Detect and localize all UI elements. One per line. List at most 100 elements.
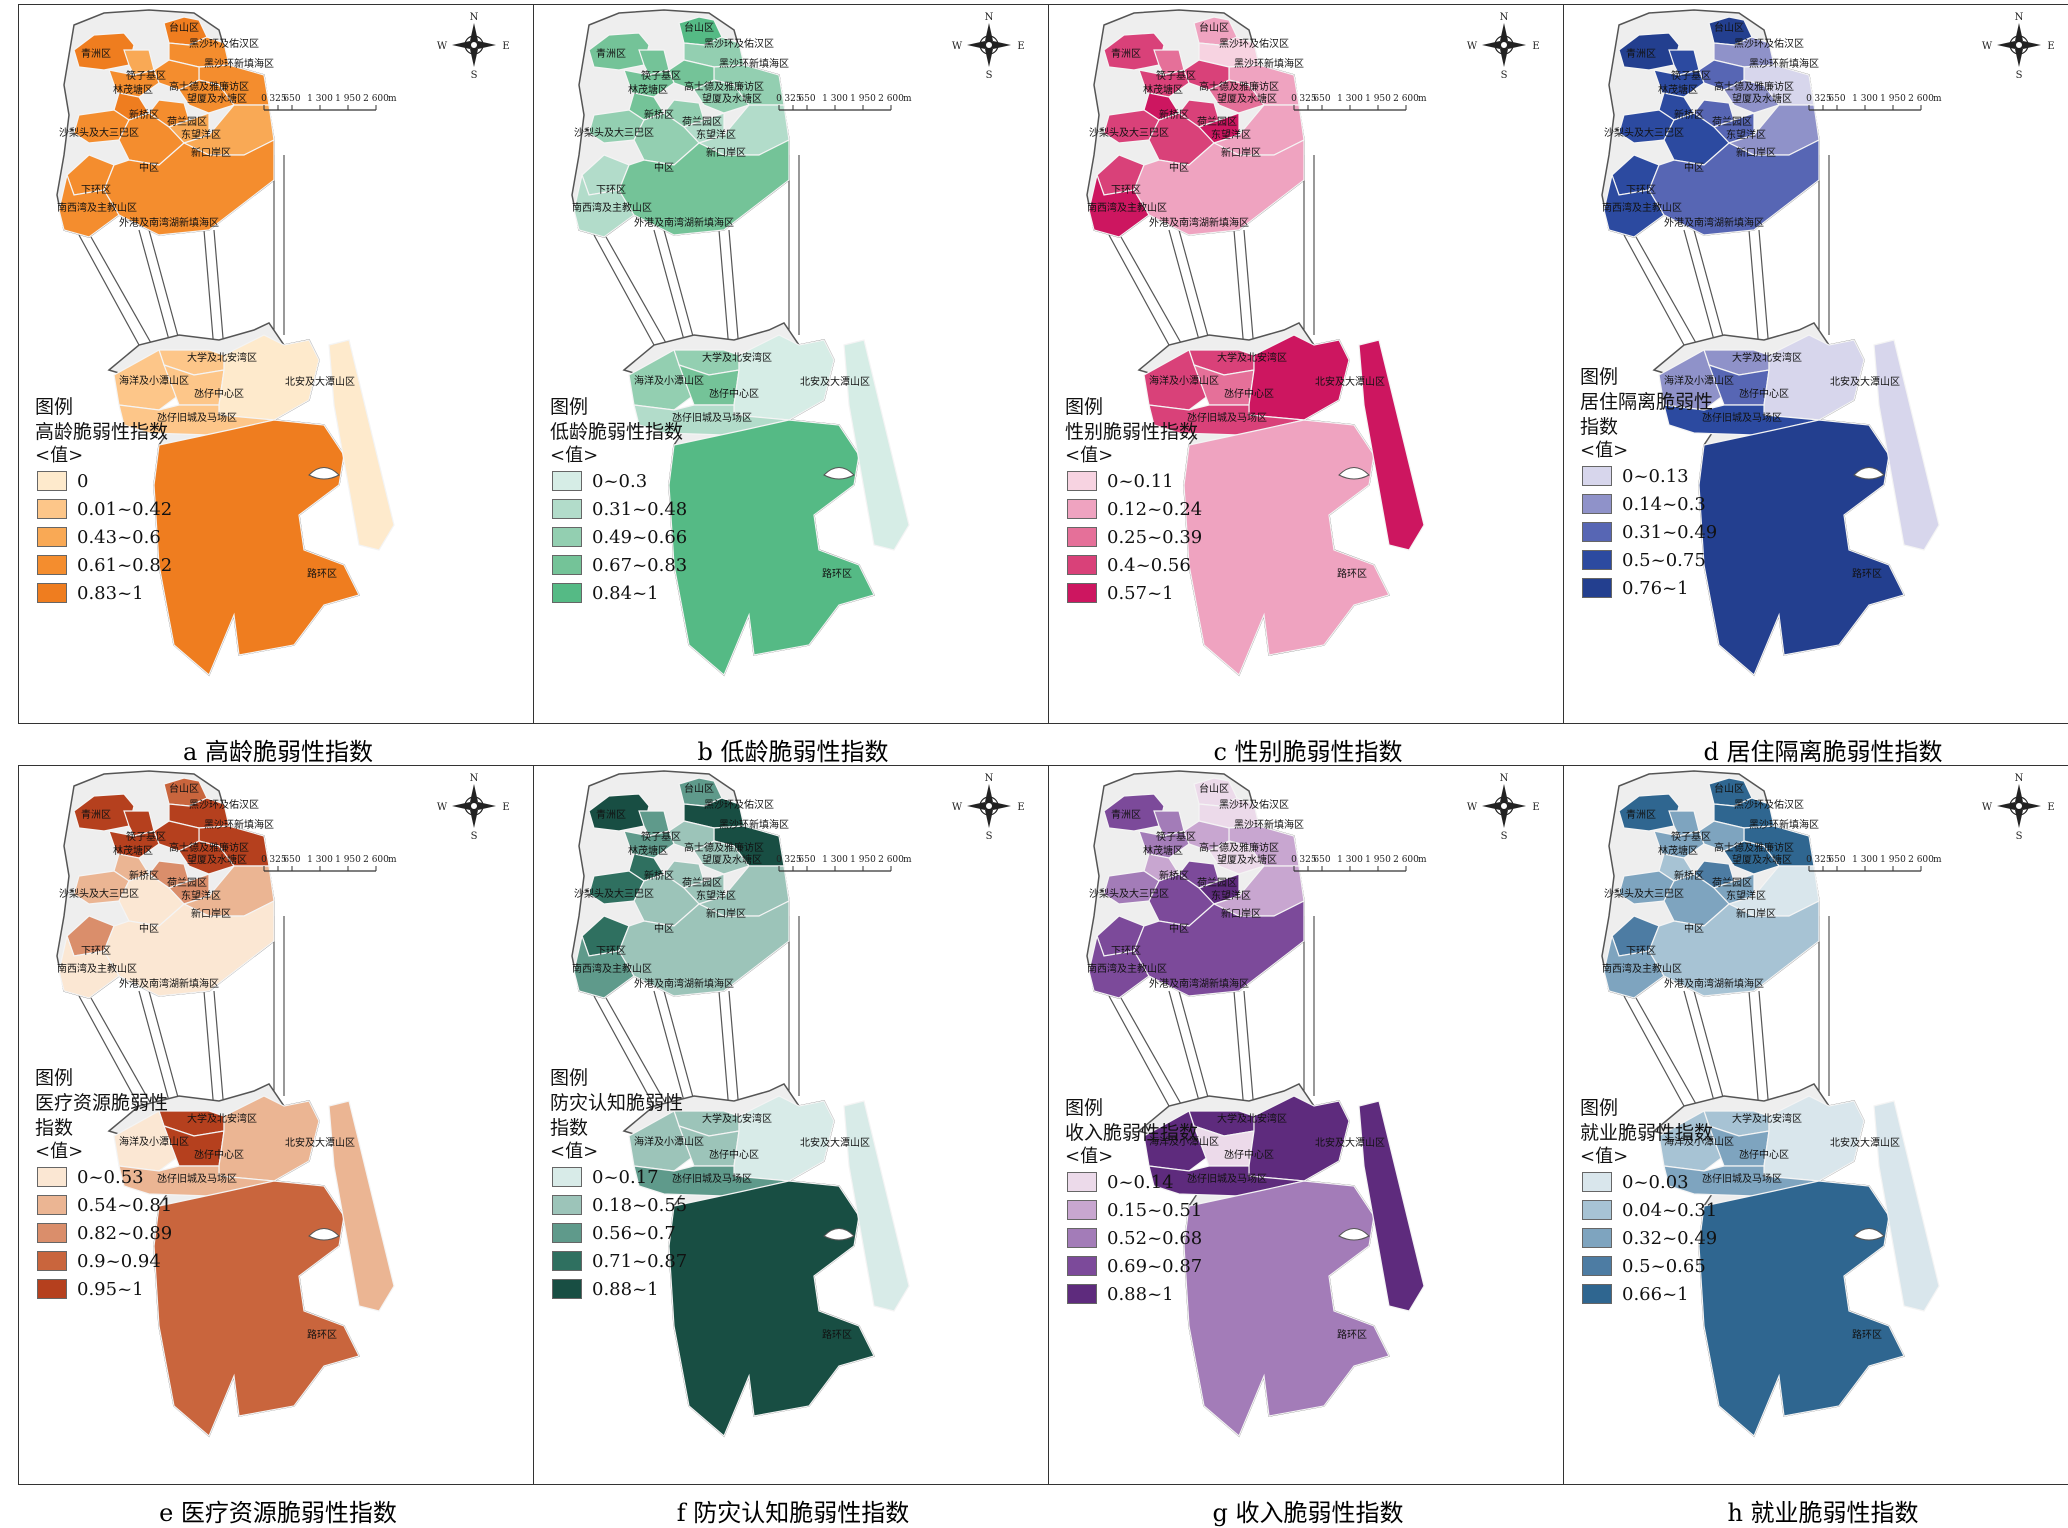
legend-swatch	[1067, 527, 1097, 547]
district-waigang	[1133, 139, 1305, 236]
compass-west: W	[1982, 41, 1993, 52]
map-panel: 台山区 青洲区 黑沙环及佑汉区 黑沙环新填海区 筷子基区 高士德及雅廉访区 林茂塘区 望厦及水…	[1563, 4, 2068, 766]
scale-tick: 1 300	[1337, 94, 1363, 104]
scale-tick: 1 300	[1852, 94, 1878, 104]
district-label-zhongqu: 中区	[654, 922, 674, 935]
district-label-haiyang: 海洋及小潭山区	[1149, 1135, 1219, 1148]
district-label-heishahuan_youhan: 黑沙环及佑汉区	[704, 37, 774, 50]
legend-item: 0.25~0.39	[1065, 523, 1255, 551]
bay	[1853, 1228, 1885, 1241]
bay	[1338, 1228, 1370, 1241]
compass-north: N	[1500, 773, 1509, 784]
scale-tick: 325	[1814, 855, 1831, 865]
district-label-heishahuan_xintian: 黑沙环新填海区	[204, 818, 274, 831]
legend-range-label: 0~0.11	[1107, 470, 1174, 492]
district-label-taishan: 台山区	[1714, 782, 1744, 795]
district-label-daxue: 大学及北安湾区	[1217, 351, 1287, 364]
bridge-line	[203, 990, 215, 1112]
district-label-linmao: 林茂塘区	[1658, 844, 1698, 857]
north-arrow-icon: N S W E	[952, 773, 1025, 842]
district-linmao	[108, 69, 160, 98]
district-label-xiahuan: 下环区	[596, 945, 626, 957]
district-label-shalitou: 沙梨头及大三巴区	[1089, 126, 1169, 139]
legend-range-label: 0~0.3	[592, 470, 648, 492]
legend-item: 0.32~0.49	[1580, 1224, 1770, 1252]
district-label-heishahuan_youhan: 黑沙环及佑汉区	[1734, 37, 1804, 50]
district-label-heishahuan_youhan: 黑沙环及佑汉区	[704, 798, 774, 811]
district-luhuan	[153, 1180, 360, 1437]
district-waigang	[103, 900, 275, 997]
legend-range-label: 0.15~0.51	[1107, 1199, 1203, 1221]
district-luhuan	[1698, 1180, 1905, 1437]
legend-swatch	[1582, 1256, 1612, 1276]
district-label-shalitou: 沙梨头及大三巴区	[1604, 126, 1684, 139]
legend-item: 0~0.17	[550, 1163, 740, 1191]
compass-south: S	[986, 831, 993, 842]
district-label-daxue: 大学及北安湾区	[187, 1112, 257, 1125]
scale-tick: 2 600	[363, 855, 389, 865]
legend-range-label: 0~0.53	[77, 1166, 144, 1188]
bay	[1853, 467, 1885, 480]
bridge-line	[1233, 990, 1245, 1112]
legend-swatch	[1067, 1284, 1097, 1304]
legend-range-label: 0.83~1	[77, 582, 144, 604]
legend-swatch	[37, 583, 67, 603]
districts	[1603, 16, 1940, 676]
district-label-gaoshide: 高士德及雅廉访区	[684, 841, 764, 854]
district-label-zaizaijiu: 氹仔旧城及马场区	[1702, 1172, 1782, 1185]
legend-range-label: 0.71~0.87	[592, 1250, 688, 1272]
legend-item: 0.66~1	[1580, 1280, 1770, 1308]
district-linmao	[623, 69, 675, 98]
bridge-line	[138, 990, 170, 1102]
district-label-daxue: 大学及北安湾区	[702, 1112, 772, 1125]
compass-south: S	[986, 70, 993, 81]
district-label-daxue: 大学及北安湾区	[187, 351, 257, 364]
legend-range-label: 0.88~1	[592, 1278, 659, 1300]
district-label-zaizai: 氹仔中心区	[1739, 387, 1789, 400]
district-label-daxue: 大学及北安湾区	[702, 351, 772, 364]
district-waigang	[1648, 900, 1820, 997]
district-label-qingzhou: 青洲区	[596, 808, 626, 821]
district-label-zaizai: 氹仔中心区	[194, 387, 244, 400]
scale-tick: 325	[1299, 94, 1316, 104]
district-label-helan: 荷兰园区	[682, 115, 722, 128]
district-label-zaizai: 氹仔中心区	[1224, 387, 1274, 400]
legend-range-label: 0.82~0.89	[77, 1222, 173, 1244]
district-label-waigang: 外港及南湾湖新填海区	[119, 216, 219, 229]
district-zaizaijiu	[1663, 404, 1820, 436]
legend-range-label: 0~0.13	[1622, 465, 1689, 487]
district-label-shalitou: 沙梨头及大三巴区	[1604, 887, 1684, 900]
district-linmao	[1138, 830, 1190, 859]
legend-item: 0.76~1	[1580, 574, 1770, 602]
district-label-heishahuan_youhan: 黑沙环及佑汉区	[1219, 37, 1289, 50]
legend-swatch	[552, 499, 582, 519]
district-label-zaizaijiu: 氹仔旧城及马场区	[157, 1172, 237, 1185]
compass-west: W	[952, 802, 963, 813]
district-waigang	[618, 139, 790, 236]
scale-tick: 650	[1313, 94, 1330, 104]
legend-title: 收入脆弱性指数	[1065, 1122, 1199, 1144]
district-label-taishan: 台山区	[684, 782, 714, 795]
legend-title: 高龄脆弱性指数	[35, 421, 169, 443]
scale-unit: m	[388, 94, 397, 104]
legend-range-label: 0.12~0.24	[1107, 498, 1203, 520]
bridge-line	[1693, 990, 1725, 1102]
bridge-line	[728, 229, 740, 351]
north-arrow-icon: N S W E	[1467, 12, 1540, 81]
bridge-line	[1683, 229, 1715, 341]
legend-swatch	[552, 1167, 582, 1187]
legend-heading: 图例	[35, 1067, 74, 1089]
district-label-huangzhaiqi: 筷子基区	[1156, 69, 1196, 82]
district-label-zaizai: 氹仔中心区	[709, 387, 759, 400]
district-label-gaoshide: 高士德及雅廉访区	[1714, 841, 1794, 854]
panel-caption: d 居住隔离脆弱性指数	[1703, 738, 1943, 766]
district-zaizaijiu	[1663, 1165, 1820, 1197]
district-label-huangzhaiqi: 筷子基区	[126, 69, 166, 82]
district-label-helan: 荷兰园区	[1712, 115, 1752, 128]
district-label-xinqiao: 新桥区	[1674, 108, 1704, 121]
districts	[58, 777, 395, 1437]
district-label-qingzhou: 青洲区	[81, 808, 111, 821]
legend-range-label: 0.32~0.49	[1622, 1227, 1718, 1249]
